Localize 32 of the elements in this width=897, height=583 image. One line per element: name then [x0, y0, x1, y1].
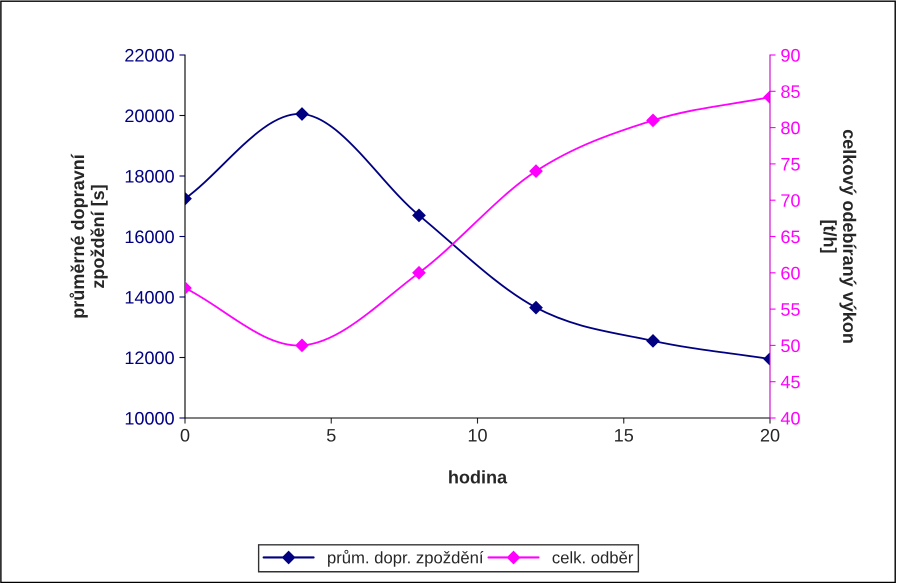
x-tick-label: 20	[760, 428, 780, 442]
y2-tick-label: 80	[781, 122, 800, 134]
y-axis-title: průměrné dopravní zpoždění [s]	[70, 154, 108, 318]
y2-tick-label: 70	[781, 194, 800, 207]
y2-tick-label: 45	[780, 376, 800, 388]
y-tick-label: 16000	[126, 230, 174, 244]
x-tick-label: 15	[615, 429, 634, 442]
y-tick-label: 20000	[125, 109, 174, 122]
x-tick-label: 0	[180, 428, 190, 442]
x-tick-label: 10	[468, 428, 487, 442]
y2-tick-label: 85	[781, 85, 800, 98]
x-tick-label: 5	[326, 429, 336, 442]
y2-tick-label: 60	[781, 266, 800, 280]
y2-axis-title: celkový odebíraný výkon [t/h]	[820, 130, 856, 343]
point	[412, 208, 426, 222]
y-tick-label: 12000	[126, 351, 174, 364]
y2-tick-label: 40	[780, 412, 800, 425]
legend-label: prům. dopr. zpoždění	[328, 550, 484, 567]
y2-tick-label: 90	[781, 48, 800, 62]
y-tick-label: 18000	[126, 170, 174, 183]
y-tick-label: 14000	[126, 290, 174, 304]
point	[412, 266, 426, 280]
point	[529, 301, 543, 314]
y-tick-label: 22000	[125, 48, 174, 62]
y2-tick-label: 75	[781, 158, 800, 171]
y2-tick-label: 50	[781, 339, 800, 352]
point	[529, 164, 543, 178]
legend-label: celk. odběr	[552, 551, 634, 564]
y2-tick-label: 65	[781, 230, 800, 244]
y2-tick-label: 55	[781, 303, 800, 316]
y-tick-label: 10000	[126, 412, 174, 425]
x-axis-title: hodina	[449, 470, 508, 484]
